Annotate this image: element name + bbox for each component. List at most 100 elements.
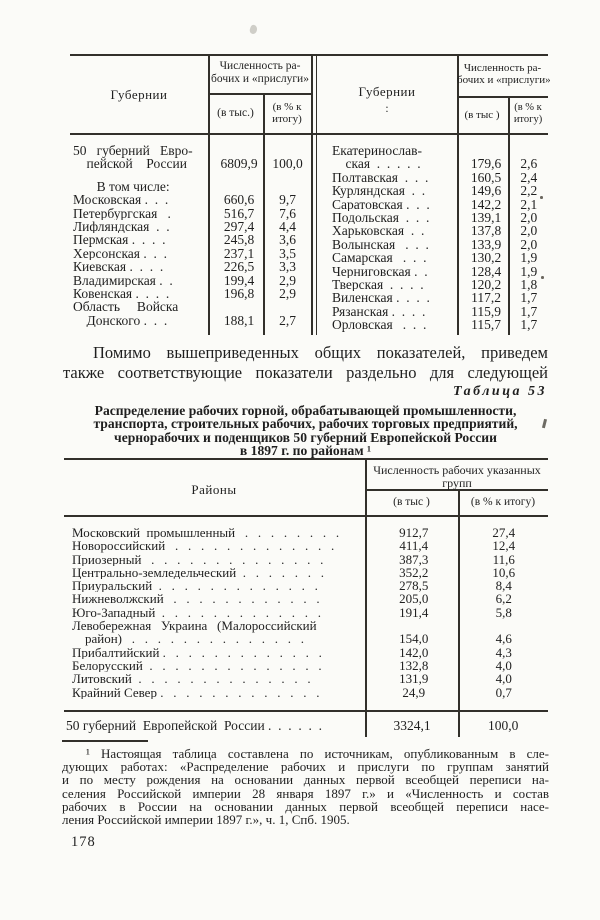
row-percent: 4,0 [495,657,512,673]
row-label: 50 губерний Евро- пейской России [73,144,193,171]
table1-center-double-rule-a [311,54,313,335]
total-percent: 100,0 [487,718,519,733]
table1-right-percent-header: (в % к итогу) [513,102,543,125]
row-label: Центрально-земледельческий . . . . . . . [72,565,324,580]
row-label: Полтавская . . . [332,170,429,185]
row-thousands: 131,9 [399,671,429,687]
table-row: Полтавская . . . 160,5 2,4 [318,169,548,185]
row-thousands: 139,1 [470,210,502,226]
row-percent: 8,4 [495,578,512,594]
table2-top-rule [64,458,548,460]
row-thousands: 297,4 [223,219,255,235]
row-percent: 1,9 [520,263,538,279]
row-percent: 4,4 [279,219,296,235]
table-row: Петербургская . 516,7 7,6 [70,205,310,221]
table-row: Нижневолжский . . . . . . . . . . . . 205… [64,591,548,607]
table-row: Орловская . . . 115,7 1,7 [318,317,548,333]
footnote-line: рабочих в России на основании данных пер… [62,798,549,814]
table2-subheader-rule [365,489,548,491]
table1-left-body: 50 губерний Евро- пейской России 6809,9 10… [70,144,310,327]
row-label: В том числе: [73,179,170,194]
table1-top-rule [70,54,548,56]
table-row: Самарская . . . 130,2 1,9 [318,250,548,266]
footnote-line: ления Российской империи 1897 г.», ч. 1,… [62,812,350,828]
row-label: Прибалтийский . . . . . . . . . . . . . [72,645,322,659]
total-thousands: 3324,1 [393,718,431,733]
table2-total-rule [64,710,548,712]
row-label: Нижневолжский . . . . . . . . . . . . [72,592,320,606]
row-percent: 3,6 [279,232,296,248]
table1-right-col-divider [457,54,459,335]
row-percent: 2,6 [520,156,538,172]
row-percent: 2,4 [520,169,538,185]
table-row: Виленская . . . . 117,2 1,7 [318,290,548,306]
row-thousands: 160,5 [470,169,502,185]
table-row: Пермская . . . . 245,8 3,6 [70,232,310,248]
row-percent: 3,5 [279,245,296,261]
row-thousands: 128,4 [470,263,502,279]
row-label: Владимирская . . [73,273,173,288]
row-label: Приозерный . . . . . . . . . . . . . . [72,552,324,566]
row-percent: 1,8 [520,277,538,293]
row-label: Московский промышленный . . . . . . . . [72,526,340,540]
table1-left-percent-header: (в % к итогу) [272,101,302,125]
row-thousands: 352,2 [399,564,429,580]
table-row: Екатеринослав- ская . . . . . 179,6 2,6 [318,144,548,171]
page-number: 178 [71,834,96,850]
table-row: Саратовская . . . 142,2 2,1 [318,196,548,212]
row-percent: 100,0 [272,156,303,172]
row-thousands: 516,7 [223,205,255,221]
row-label: Виленская . . . . [332,291,430,305]
table-row: Подольская . . . 139,1 2,0 [318,210,548,226]
table-row: Московская . . . 660,6 9,7 [70,193,310,207]
row-thousands: 191,4 [399,604,429,620]
row-thousands: 130,2 [470,250,502,266]
table2-percent-header: (в % к итогу) [470,496,536,508]
table-row: Ковенская . . . . 196,8 2,9 [70,287,310,301]
table-row: В том числе: [70,180,310,193]
table2-count-header: Численность рабочих указанных групп [373,463,541,490]
table-row: Волынская . . . 133,9 2,0 [318,237,548,251]
table1-left-region-header: Губернии [110,87,168,102]
row-label: Крайний Север . . . . . . . . . . . . . [72,685,320,699]
table2-total-row: 50 губерний Европейской России . . . . .… [64,718,548,734]
row-label: Приуральский . . . . . . . . . . . . . [72,579,318,593]
row-thousands: 115,7 [471,317,501,333]
table1-left-sub-divider [263,94,265,335]
row-thousands: 387,3 [399,551,429,567]
table-row: Харьковская . . 137,8 2,0 [318,224,548,238]
row-thousands: 24,9 [402,684,426,700]
row-percent: 3,3 [279,259,296,275]
table-row: Юго-Западный . . . . . . . . . . . . . 19… [64,604,548,620]
row-label: Пермская . . . . [73,233,166,247]
table-row: Черниговская . . 128,4 1,9 [318,263,548,279]
row-label: Орловская . . . [332,318,427,332]
row-thousands: 142,0 [399,644,429,660]
row-percent: 6,2 [495,591,512,607]
row-label: Литовский . . . . . . . . . . . . . . [72,672,311,686]
row-thousands: 912,7 [399,525,429,540]
row-percent: 27,4 [492,525,516,540]
table2-title-line: транспорта, строительных рабочих, рабочи… [93,416,518,432]
row-percent: 1,7 [520,290,538,306]
table1-right-count-header: Численность ра- бочих и «прислуги» [457,62,551,86]
table1-right-thousands-header: (в тыс ) [464,109,500,121]
row-thousands: 188,1 [223,312,255,328]
row-thousands: 411,4 [399,538,429,554]
table1-left-count-header: Численность ра- бочих и «прислуги» [211,60,309,85]
scan-dot-2 [541,276,544,279]
footnote-rule [62,740,148,742]
table-row: Рязанская . . . . 115,9 1,7 [318,304,548,318]
table2-sub-divider [458,490,460,737]
total-label: 50 губерний Европейской России . . . . .… [66,718,323,733]
row-percent: 1,9 [520,250,538,266]
row-percent: 11,6 [492,551,515,567]
table2-col-divider [365,458,367,737]
row-thousands: 142,2 [470,196,502,212]
row-label: Московская . . . [73,193,169,207]
row-percent: 4,0 [495,671,512,687]
scan-smudge [248,24,259,35]
row-thousands: 226,5 [223,259,255,275]
table2-district-header: Районы [191,482,237,497]
table-row: Приозерный . . . . . . . . . . . . . . 38… [64,551,548,567]
